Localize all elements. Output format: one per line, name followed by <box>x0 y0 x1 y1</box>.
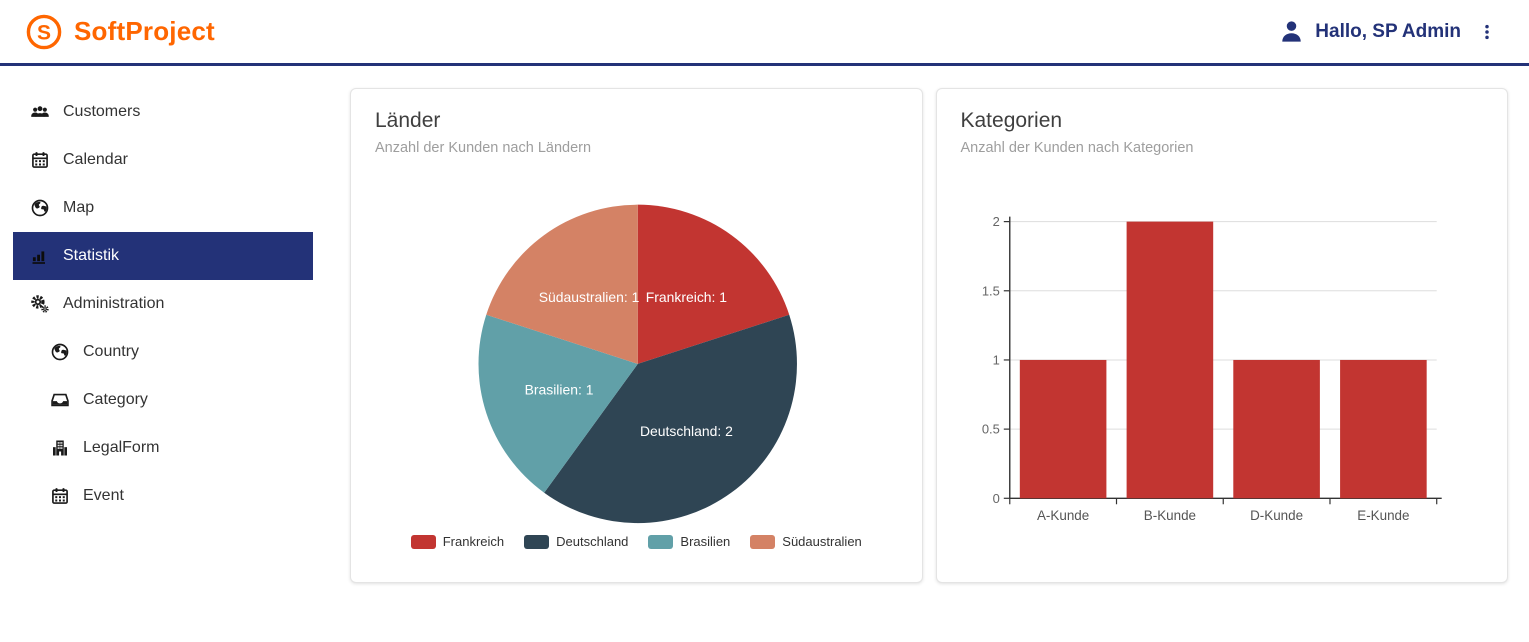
laender-card: Länder Anzahl der Kunden nach Ländern Fr… <box>350 88 923 583</box>
bar-chart-icon <box>32 251 45 264</box>
x-tick-label: A-Kunde <box>1036 508 1088 523</box>
sidebar-item-label: Calendar <box>63 151 128 168</box>
sidebar-item-legalform[interactable]: LegalForm <box>13 424 313 472</box>
sidebar-item-event[interactable]: Event <box>13 472 313 520</box>
sidebar-item-label: LegalForm <box>83 439 160 456</box>
laender-card-subtitle: Anzahl der Kunden nach Ländern <box>375 140 592 156</box>
sidebar-item-label: Statistik <box>63 247 120 264</box>
sidebar-item-label: Customers <box>63 103 141 120</box>
calendar-icon <box>32 152 48 168</box>
pie-slice-Brasilien[interactable] <box>478 314 638 493</box>
sidebar-item-label: Country <box>83 343 140 360</box>
svg-text:S: S <box>37 21 51 44</box>
legend-item-Südaustralien[interactable]: Südaustralien <box>750 534 862 549</box>
y-tick-label: 0 <box>992 491 999 506</box>
user-menu[interactable]: Hallo, SP Admin <box>1278 18 1503 46</box>
pie-slice-label: Brasilien: 1 <box>525 381 594 397</box>
bar-E-Kunde[interactable] <box>1339 359 1427 499</box>
bar-B-Kunde[interactable] <box>1126 221 1213 499</box>
sidebar-item-country[interactable]: Country <box>13 328 313 376</box>
users-icon <box>31 106 49 117</box>
brand-logo[interactable]: S SoftProject <box>26 14 215 50</box>
legend-label: Brasilien <box>680 534 731 549</box>
laender-pie-chart: Frankreich: 1 Deutschland: 2 Brasilien: 1 S… <box>375 166 898 528</box>
y-tick-label: 2 <box>992 214 999 229</box>
legend-item-Brasilien[interactable]: Brasilien <box>648 534 730 549</box>
pie-slice-Südaustralien[interactable] <box>486 204 638 364</box>
tray-icon <box>51 393 69 407</box>
legend-label: Deutschland <box>556 534 629 549</box>
y-tick-label: 0.5 <box>981 422 999 437</box>
bar-D-Kunde[interactable] <box>1232 359 1320 499</box>
user-avatar-icon <box>1282 21 1302 42</box>
kebab-menu-button[interactable] <box>1471 18 1503 46</box>
legend-swatch <box>648 534 674 549</box>
legend-swatch <box>524 534 550 549</box>
sidebar-item-customers[interactable]: Customers <box>13 88 313 136</box>
kebab-menu-icon <box>1485 24 1489 39</box>
main-content: Länder Anzahl der Kunden nach Ländern Fr… <box>330 66 1529 642</box>
globe-icon <box>31 199 49 217</box>
kategorien-card: Kategorien Anzahl der Kunden nach Katego… <box>935 88 1508 583</box>
bar-A-Kunde[interactable] <box>1019 359 1106 499</box>
brand-name: SoftProject <box>74 16 215 46</box>
legend-label: Frankreich <box>442 534 505 549</box>
calendar-icon <box>52 488 68 504</box>
pie-slice-Deutschland[interactable] <box>544 314 797 524</box>
legend-swatch <box>410 534 436 549</box>
sidebar-item-category[interactable]: Category <box>13 376 313 424</box>
kategorien-card-title: Kategorien <box>960 109 1063 132</box>
y-tick-label: 1 <box>992 352 999 367</box>
sidebar-item-calendar[interactable]: Calendar <box>13 136 313 184</box>
kategorien-bar-chart: 0 0.5 1 1.5 2 A-Kunde B-Kunde D-Kunde E-Kunde <box>961 166 1484 534</box>
pie-legend: Frankreich Deutschland Brasilien Südaustral… <box>375 534 898 549</box>
building-icon <box>53 440 67 456</box>
legend-swatch <box>750 534 776 549</box>
legend-item-Frankreich[interactable]: Frankreich <box>410 534 505 549</box>
legend-label: Südaustralien <box>782 534 862 549</box>
sidebar-item-statistik[interactable]: Statistik <box>13 232 313 280</box>
x-tick-label: E-Kunde <box>1357 508 1409 523</box>
sidebar: Customers Calendar Map <box>0 66 330 642</box>
gears-icon <box>31 295 49 313</box>
pie-slice-label: Südaustralien: 1 <box>539 289 640 305</box>
kategorien-card-subtitle: Anzahl der Kunden nach Kategorien <box>960 140 1194 156</box>
softproject-logo-icon: S <box>26 14 62 49</box>
x-tick-label: D-Kunde <box>1250 508 1303 523</box>
sidebar-item-label: Event <box>83 487 124 504</box>
sidebar-item-administration[interactable]: Administration <box>13 280 313 328</box>
pie-slice-Frankreich[interactable] <box>637 204 790 364</box>
sidebar-item-label: Map <box>63 199 95 216</box>
sidebar-item-label: Administration <box>63 295 165 312</box>
y-tick-label: 1.5 <box>981 283 999 298</box>
sidebar-item-map[interactable]: Map <box>13 184 313 232</box>
pie-slice-label: Frankreich: 1 <box>646 289 727 305</box>
globe-icon <box>51 343 69 361</box>
x-tick-label: B-Kunde <box>1143 508 1195 523</box>
laender-card-title: Länder <box>375 109 441 132</box>
pie-slice-label: Deutschland: 2 <box>640 423 733 439</box>
user-greeting: Hallo, SP Admin <box>1315 20 1461 42</box>
app-header: S SoftProject Hallo, SP Admin <box>0 0 1529 66</box>
sidebar-item-label: Category <box>83 391 148 408</box>
legend-item-Deutschland[interactable]: Deutschland <box>524 534 628 549</box>
